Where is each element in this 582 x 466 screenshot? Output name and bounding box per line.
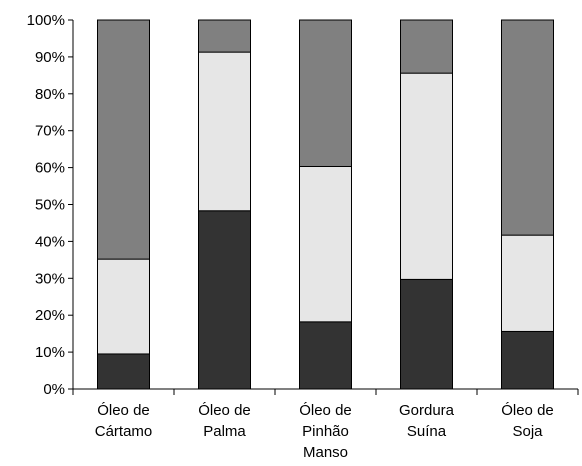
bar-segment-3 <box>501 19 554 236</box>
bar-segment-2 <box>97 258 150 355</box>
bar-segment-2 <box>299 165 352 323</box>
y-tick-label: 20% <box>35 307 65 324</box>
y-tick-label: 70% <box>35 123 65 140</box>
y-axis: 0% 10% 20% 30% 40% 50% 60% 70% 80% 90% 100% <box>27 12 74 398</box>
y-tick-label: 60% <box>35 160 65 177</box>
bar-segment-3 <box>198 19 251 53</box>
bar-segment-2 <box>501 234 554 332</box>
bar-segment-1 <box>198 210 251 390</box>
y-tick-label: 80% <box>35 86 65 103</box>
bar-segment-1 <box>299 321 352 390</box>
y-tick-label: 100% <box>27 12 65 29</box>
y-tick-label: 40% <box>35 233 65 250</box>
y-tick-label: 90% <box>35 49 65 66</box>
x-category-label: Óleo de Cártamo <box>95 402 153 440</box>
bar-segment-3 <box>299 19 352 167</box>
x-category-label: Gordura Suína <box>399 402 455 440</box>
bars <box>97 19 554 390</box>
y-tick-label: 50% <box>35 197 65 214</box>
bar-segment-2 <box>400 72 453 280</box>
y-tick-label: 0% <box>43 381 65 398</box>
bar-segment-1 <box>501 330 554 390</box>
x-axis: Óleo de Cártamo Óleo de Palma Óleo de Pinhão M… <box>72 388 579 461</box>
bar-segment-2 <box>198 51 251 212</box>
x-category-label: Óleo de Palma <box>198 402 251 440</box>
x-category-label: Óleo de Soja <box>501 402 554 440</box>
bar-segment-3 <box>400 19 453 74</box>
x-category-label: Óleo de Pinhão Manso <box>299 402 352 461</box>
y-tick-label: 30% <box>35 270 65 287</box>
bar-segment-1 <box>97 353 150 390</box>
bar-segment-3 <box>97 19 150 260</box>
bar-segment-1 <box>400 278 453 390</box>
y-tick-label: 10% <box>35 344 65 361</box>
